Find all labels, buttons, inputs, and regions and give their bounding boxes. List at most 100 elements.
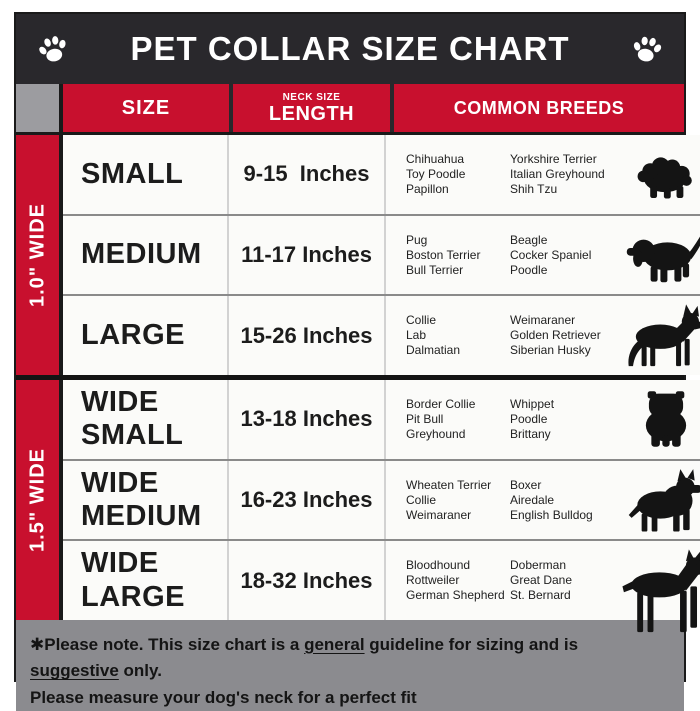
breed-item: Great Dane: [510, 573, 573, 588]
breeds-col-1: Border Collie Pit Bull Greyhound: [406, 397, 510, 442]
breed-item: Beagle: [510, 232, 548, 247]
paw-icon: [39, 36, 66, 62]
title-bar: PET COLLAR SIZE CHART: [16, 14, 684, 84]
header-neck-size-label: NECK SIZE: [282, 91, 341, 103]
table-row: WIDE MEDIUM 16-23 Inches Wheaten Terrier…: [63, 460, 700, 542]
size-chart-board: PET COLLAR SIZE CHART SIZE NECK SIZE LEN…: [14, 12, 700, 711]
section-1-5-wide: 1.5" WIDE WIDE SMALL 13-18 Inches Border…: [16, 380, 700, 632]
footer-text: guideline for sizing and is: [364, 635, 579, 654]
header-length-label: LENGTH: [268, 102, 355, 125]
table-row: WIDE SMALL 13-18 Inches Border Collie Pit…: [63, 380, 700, 461]
breed-item: Toy Poodle: [406, 166, 466, 181]
breed-item: Siberian Husky: [510, 343, 591, 358]
width-band-label: 1.5" WIDE: [26, 447, 48, 553]
breed-item: Bloodhound: [406, 558, 471, 573]
breed-item: Doberman: [510, 558, 567, 573]
breeds-col-1: Collie Lab Dalmatian: [406, 313, 510, 358]
table-row: LARGE 15-26 Inches Collie Lab Dalmatian We…: [63, 296, 700, 376]
width-band-1-5: 1.5" WIDE: [16, 380, 63, 620]
size-label: LARGE: [63, 296, 229, 376]
size-label: WIDE MEDIUM: [63, 460, 229, 540]
width-band-1-0: 1.0" WIDE: [16, 135, 63, 375]
breed-item: Pug: [406, 232, 428, 247]
breed-item: English Bulldog: [510, 507, 593, 522]
breed-item: Lab: [406, 328, 427, 343]
footer-note-line1: ✱Please note. This size chart is a gener…: [30, 632, 670, 685]
breeds-col-2: Weimaraner Golden Retriever Siberian Husky: [510, 313, 618, 358]
neck-length: 18-32 Inches: [229, 541, 386, 621]
table-row: MEDIUM 11-17 Inches Pug Boston Terrier Bul…: [63, 215, 700, 297]
breeds-col-2: Whippet Poodle Brittany: [510, 397, 618, 442]
section-1-0-wide: 1.0" WIDE SMALL 9-15 Inches Chihuahua Toy…: [16, 135, 700, 376]
breed-item: Airedale: [510, 492, 555, 507]
width-band-label: 1.0" WIDE: [26, 202, 48, 308]
table-row: WIDE LARGE 18-32 Inches Bloodhound Rottwe…: [63, 541, 700, 632]
breeds-cell: Pug Boston Terrier Bull Terrier Beagle Cock…: [386, 216, 700, 295]
breed-item: Weimaraner: [510, 313, 576, 328]
breed-item: Papillon: [406, 181, 449, 196]
breed-item: Pit Bull: [406, 411, 444, 426]
breed-item: Golden Retriever: [510, 328, 601, 343]
breed-item: Wheaten Terrier: [406, 477, 492, 492]
breeds-col-1: Pug Boston Terrier Bull Terrier: [406, 233, 510, 278]
breeds-col-1: Wheaten Terrier Collie Weimaraner: [406, 478, 510, 523]
breed-item: Poodle: [510, 411, 548, 426]
breeds-cell: Collie Lab Dalmatian Weimaraner Golden Retr…: [386, 296, 700, 375]
breed-item: Italian Greyhound: [510, 166, 605, 181]
bulldog-silhouette: [618, 390, 700, 448]
breed-item: German Shepherd: [406, 588, 505, 603]
section-divider: [16, 375, 684, 380]
footer-text: only.: [118, 661, 162, 681]
breed-item: Boston Terrier: [406, 247, 481, 262]
breed-item: Greyhound: [406, 426, 466, 441]
breeds-cell: Border Collie Pit Bull Greyhound Whippet Po…: [386, 380, 700, 459]
neck-length: 15-26 Inches: [229, 296, 386, 376]
breed-item: Chihuahua: [406, 151, 465, 166]
footer-underlined-word: suggestive: [30, 661, 119, 681]
corner-cell: [16, 84, 63, 132]
breed-item: Whippet: [510, 396, 555, 411]
neck-length: 13-18 Inches: [229, 380, 386, 459]
shih-tzu-silhouette: [618, 149, 700, 199]
breed-item: Yorkshire Terrier: [510, 151, 597, 166]
breed-item: Collie: [406, 313, 437, 328]
breeds-col-2: Doberman Great Dane St. Bernard: [510, 558, 618, 603]
header-size: SIZE: [63, 84, 229, 132]
rows: SMALL 9-15 Inches Chihuahua Toy Poodle Pap…: [63, 135, 700, 376]
header-common-breeds: COMMON BREEDS: [390, 84, 684, 132]
header-neck-length: NECK SIZE LENGTH: [229, 84, 390, 132]
beagle-silhouette: [618, 227, 700, 283]
breed-item: Border Collie: [406, 396, 476, 411]
neck-length: 16-23 Inches: [229, 460, 386, 540]
breeds-col-2: Boxer Airedale English Bulldog: [510, 478, 618, 523]
rows: WIDE SMALL 13-18 Inches Border Collie Pit…: [63, 380, 700, 632]
size-label: WIDE LARGE: [63, 541, 229, 621]
german-shepherd-silhouette: [618, 303, 700, 369]
page-title: PET COLLAR SIZE CHART: [130, 30, 570, 67]
breed-item: Bull Terrier: [406, 262, 464, 277]
breed-item: Collie: [406, 492, 437, 507]
footer-text: ✱Please note. This size chart is a: [30, 635, 305, 654]
size-label: MEDIUM: [63, 215, 229, 295]
neck-length: 9-15 Inches: [229, 135, 386, 214]
size-label: SMALL: [63, 135, 229, 214]
footer-underlined-word: general: [304, 635, 365, 654]
doberman-silhouette: [618, 549, 700, 632]
breed-item: Shih Tzu: [510, 181, 558, 196]
breeds-col-1: Bloodhound Rottweiler German Shepherd: [406, 558, 510, 603]
size-label: WIDE SMALL: [63, 380, 229, 459]
breed-item: Rottweiler: [406, 573, 460, 588]
table-row: SMALL 9-15 Inches Chihuahua Toy Poodle Pap…: [63, 135, 700, 216]
breeds-col-2: Yorkshire Terrier Italian Greyhound Shih T…: [510, 152, 618, 197]
footer-note: ✱Please note. This size chart is a gener…: [16, 620, 684, 711]
breed-item: St. Bernard: [510, 588, 571, 603]
neck-length: 11-17 Inches: [229, 215, 386, 295]
breed-item: Brittany: [510, 426, 551, 441]
breeds-col-2: Beagle Cocker Spaniel Poodle: [510, 233, 618, 278]
breed-item: Dalmatian: [406, 343, 461, 358]
pit-bull-silhouette: [618, 467, 700, 533]
breeds-cell: Wheaten Terrier Collie Weimaraner Boxer Air…: [386, 461, 700, 540]
breed-item: Poodle: [510, 262, 548, 277]
breed-item: Boxer: [510, 477, 542, 492]
